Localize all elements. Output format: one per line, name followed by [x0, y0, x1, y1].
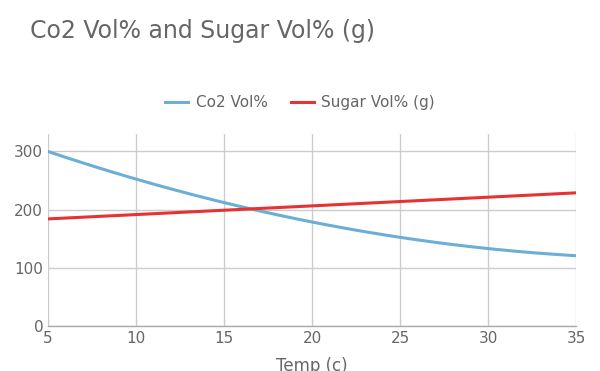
Co2 Vol%: [523, 250, 530, 255]
Co2 Vol%: [46, 150, 53, 154]
Co2 Vol%: [368, 230, 375, 235]
Sugar Vol% (g): [359, 201, 366, 206]
Line: Co2 Vol%: Co2 Vol%: [48, 151, 576, 256]
Co2 Vol%: [359, 229, 366, 233]
X-axis label: Temp (c): Temp (c): [276, 357, 348, 371]
Text: Co2 Vol% and Sugar Vol% (g): Co2 Vol% and Sugar Vol% (g): [30, 19, 375, 43]
Sugar Vol% (g): [357, 201, 364, 206]
Sugar Vol% (g): [46, 217, 53, 221]
Sugar Vol% (g): [523, 193, 530, 197]
Sugar Vol% (g): [368, 201, 375, 205]
Line: Sugar Vol% (g): Sugar Vol% (g): [48, 193, 576, 219]
Co2 Vol%: [490, 247, 497, 251]
Legend: Co2 Vol%, Sugar Vol% (g): Co2 Vol%, Sugar Vol% (g): [159, 89, 441, 116]
Sugar Vol% (g): [572, 191, 580, 195]
Sugar Vol% (g): [490, 195, 497, 199]
Co2 Vol%: [44, 149, 52, 154]
Co2 Vol%: [572, 253, 580, 258]
Sugar Vol% (g): [44, 217, 52, 221]
Co2 Vol%: [357, 229, 364, 233]
